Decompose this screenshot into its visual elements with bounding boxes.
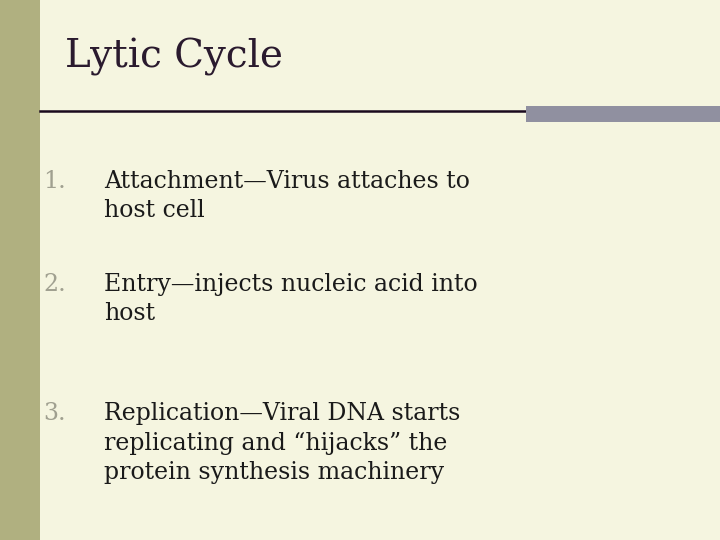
Bar bbox=[0, 0, 40, 540]
Text: Replication—Viral DNA starts
replicating and “hijacks” the
protein synthesis mac: Replication—Viral DNA starts replicating… bbox=[104, 402, 461, 484]
Text: 3.: 3. bbox=[44, 402, 66, 426]
Text: Entry—injects nucleic acid into
host: Entry—injects nucleic acid into host bbox=[104, 273, 478, 325]
Bar bbox=[526, 106, 720, 122]
Text: 1.: 1. bbox=[43, 170, 66, 193]
Text: 2.: 2. bbox=[43, 273, 66, 296]
Text: Attachment—Virus attaches to
host cell: Attachment—Virus attaches to host cell bbox=[104, 170, 470, 222]
Text: Lytic Cycle: Lytic Cycle bbox=[65, 38, 283, 76]
